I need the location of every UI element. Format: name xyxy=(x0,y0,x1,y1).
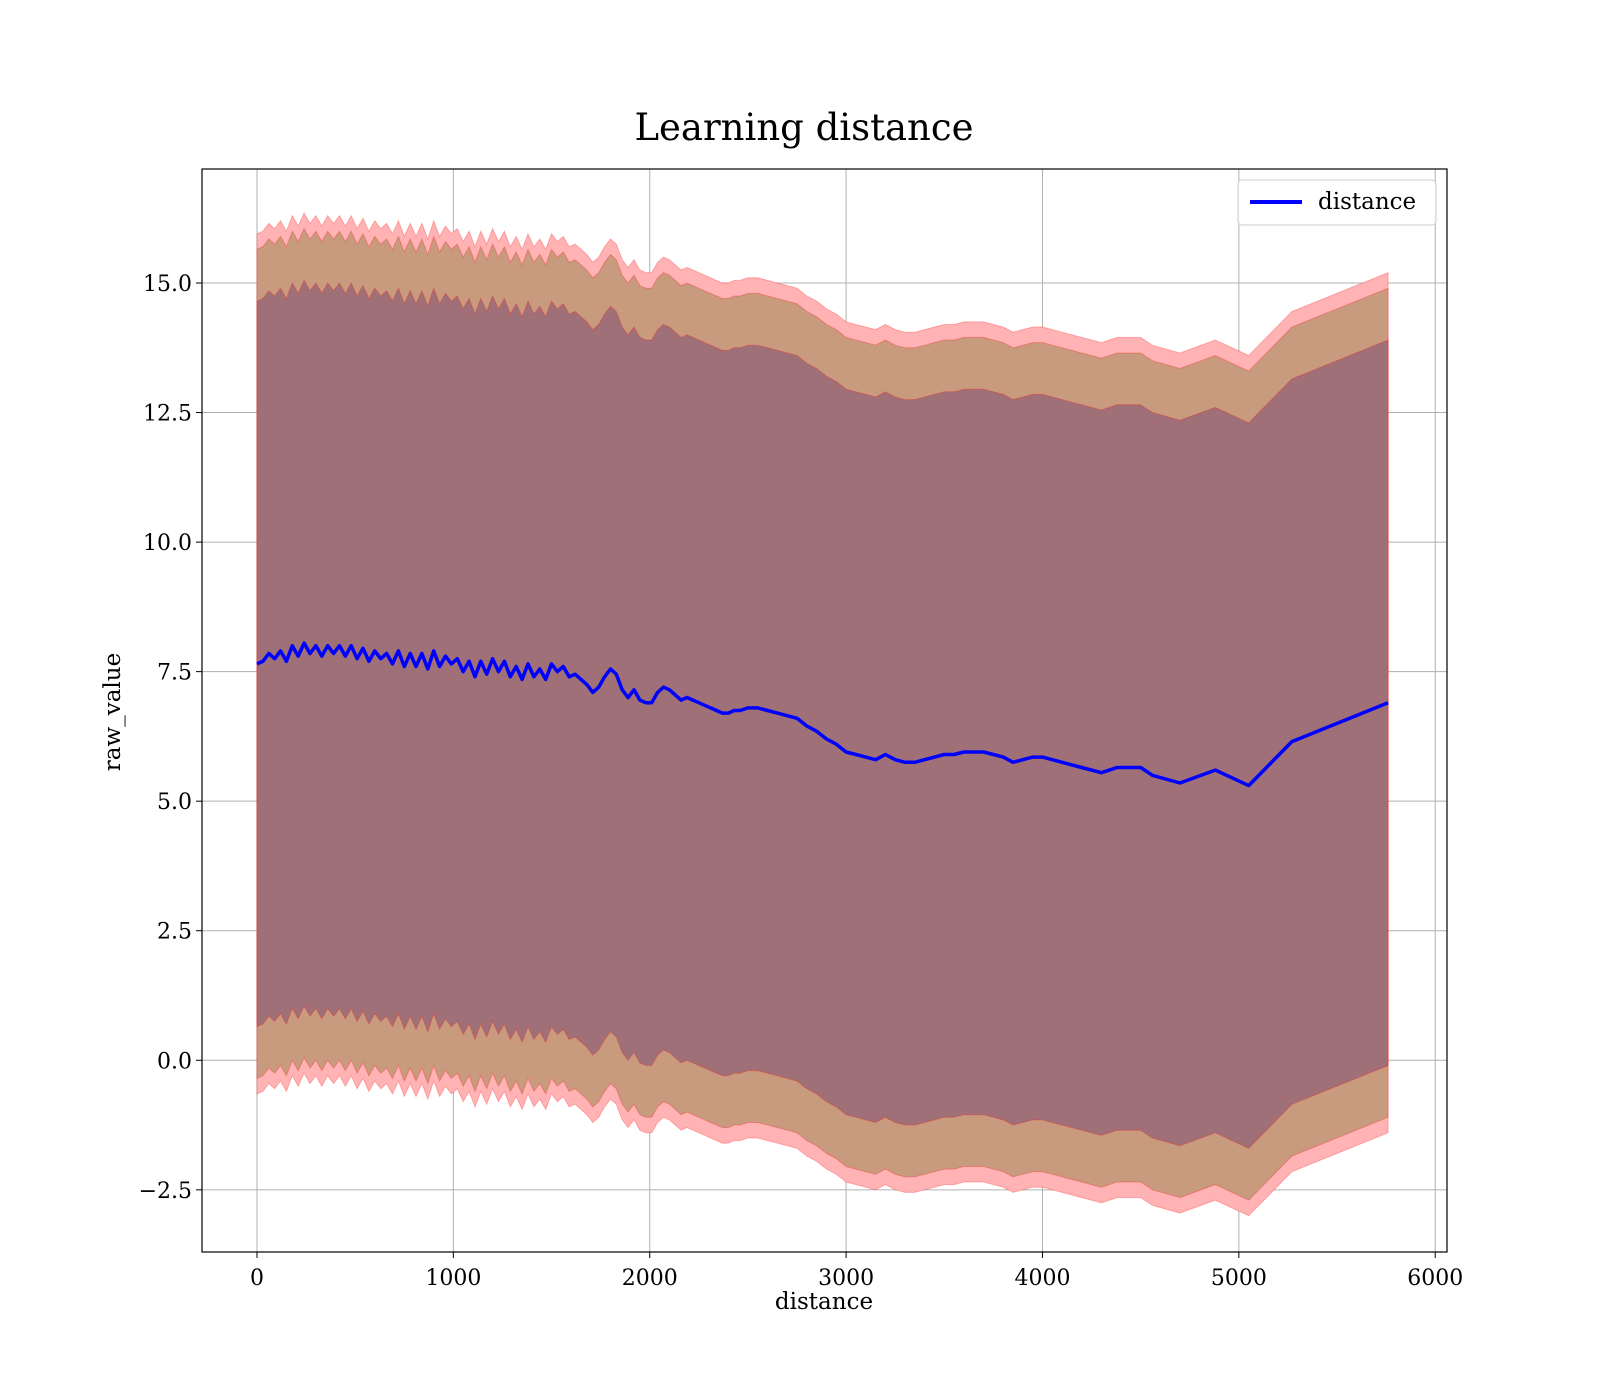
plot-frame xyxy=(201,168,1448,1253)
x-tick-label: 5000 xyxy=(1211,1266,1267,1291)
x-tick-label: 4000 xyxy=(1014,1266,1070,1291)
x-axis-label: distance xyxy=(775,1289,873,1315)
chart-title: Learning distance xyxy=(634,106,973,149)
y-tick-label: 12.5 xyxy=(143,402,192,427)
legend-label-distance: distance xyxy=(1318,189,1416,215)
y-tick-label: 0.0 xyxy=(157,1049,192,1074)
y-tick-label: 10.0 xyxy=(143,531,192,556)
y-tick-label: −2.5 xyxy=(139,1179,192,1204)
x-tick-label: 2000 xyxy=(622,1266,678,1291)
y-tick-label: 15.0 xyxy=(143,272,192,297)
y-tick-label: 5.0 xyxy=(157,790,192,815)
series-line-distance xyxy=(256,641,1389,788)
y-tick-label: 7.5 xyxy=(157,661,192,686)
x-tick-label: 3000 xyxy=(818,1266,874,1291)
x-tick-label: 0 xyxy=(250,1266,264,1291)
x-tick-label: 6000 xyxy=(1407,1266,1463,1291)
y-axis-label: raw_value xyxy=(100,653,126,771)
legend: distance xyxy=(1237,179,1437,226)
band-inner xyxy=(256,279,1389,1150)
x-tick-label: 1000 xyxy=(425,1266,481,1291)
y-tick-label: 2.5 xyxy=(157,920,192,945)
legend-box xyxy=(1237,179,1437,226)
